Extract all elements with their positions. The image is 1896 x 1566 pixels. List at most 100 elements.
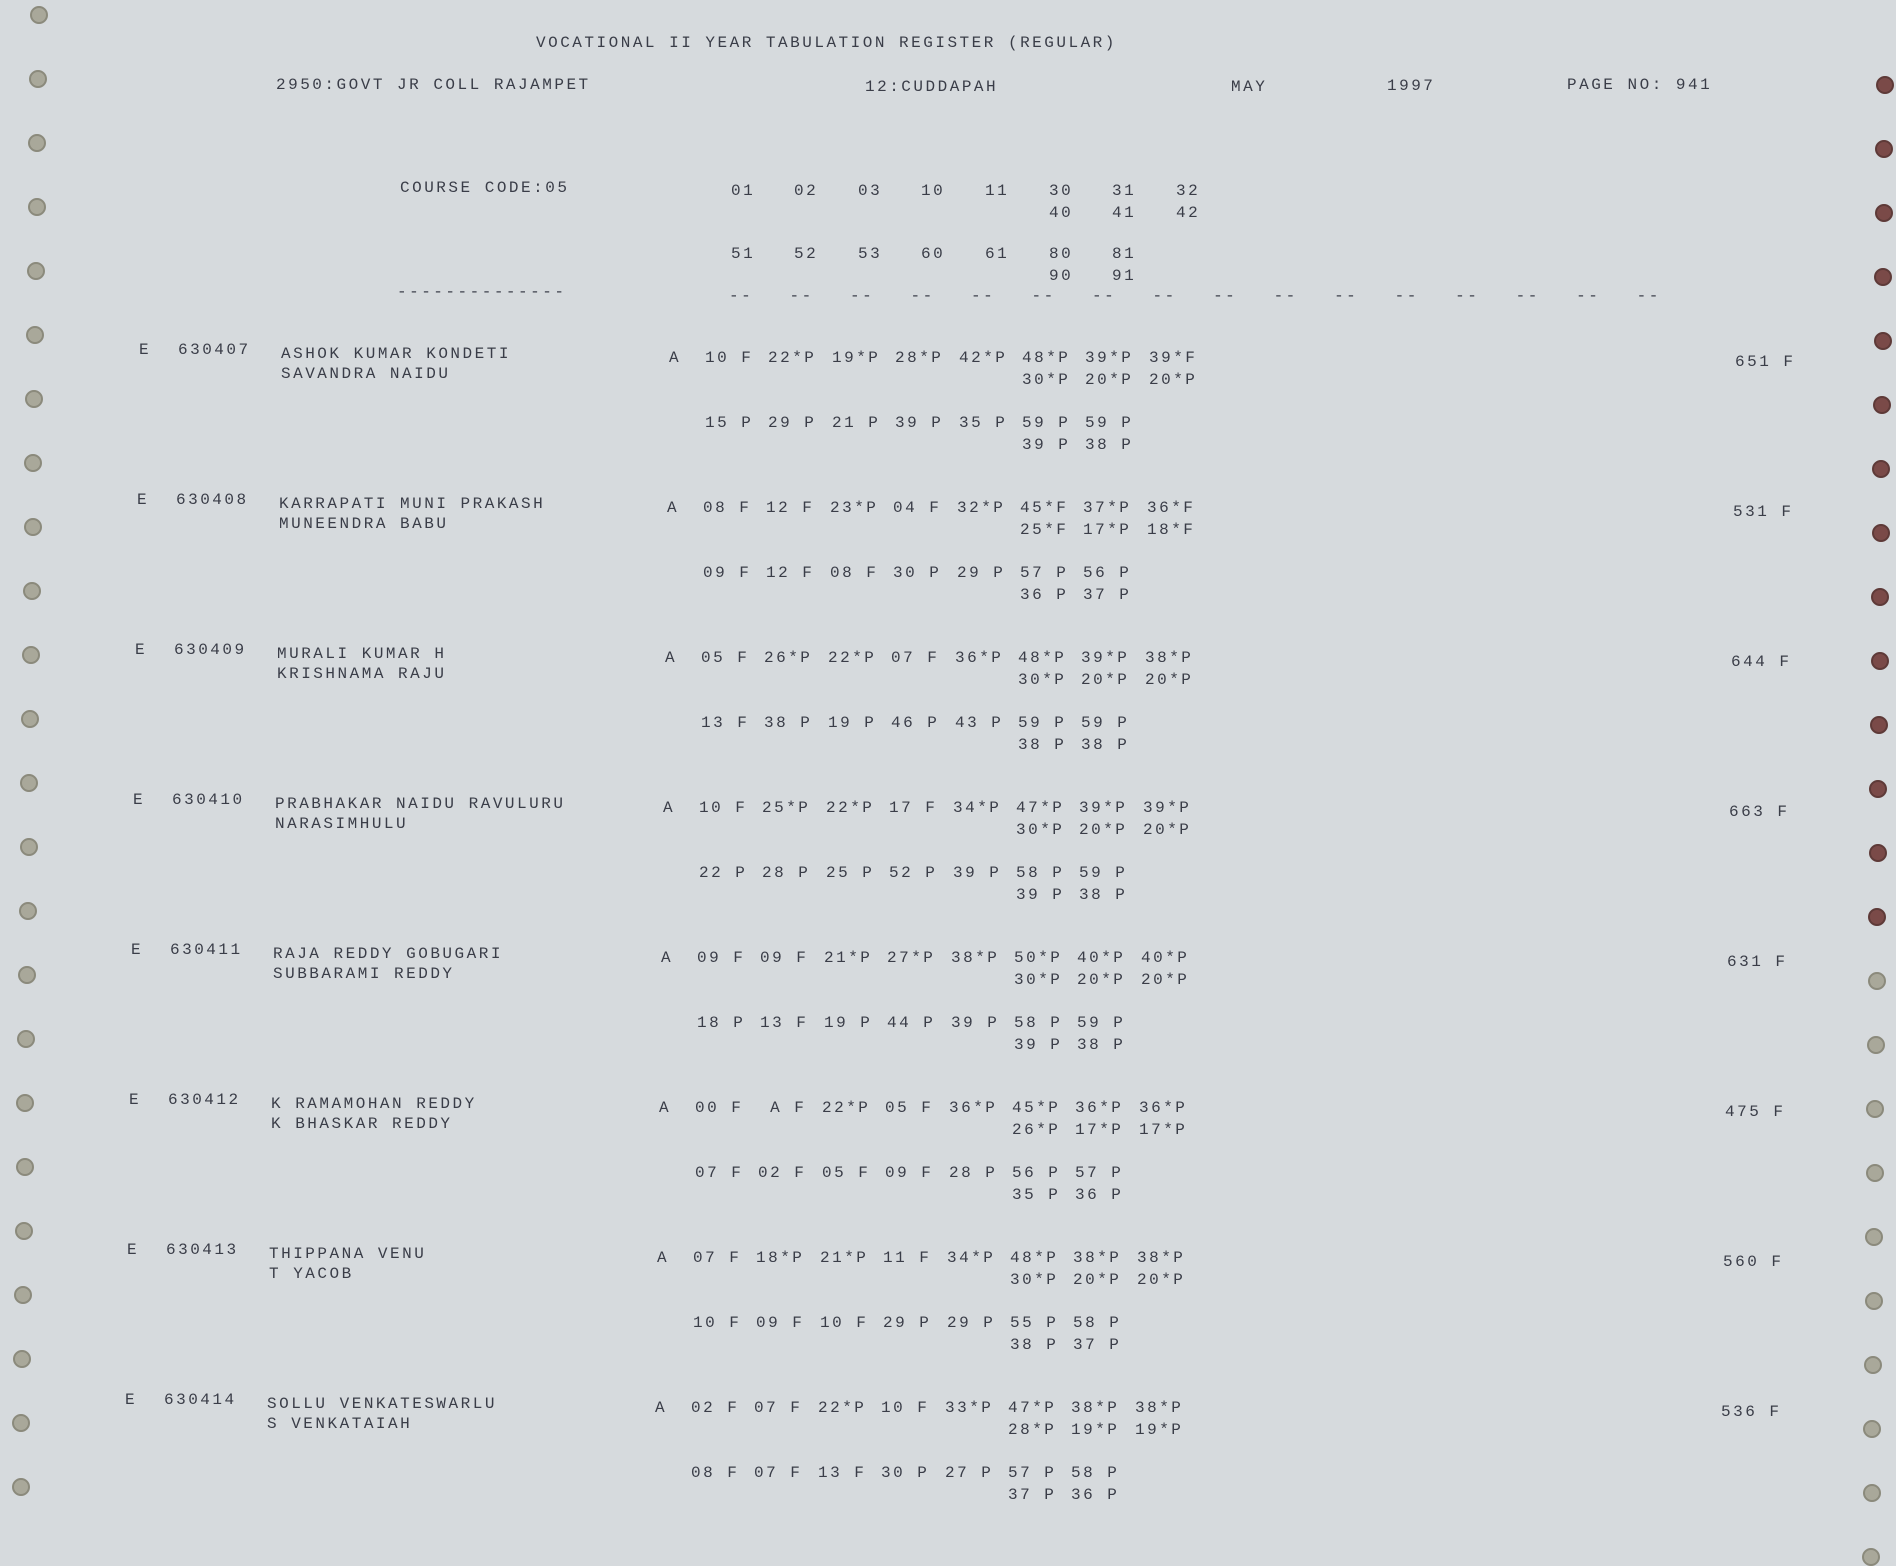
mark: 39 P	[1022, 436, 1071, 454]
subject-code: 53	[858, 245, 883, 263]
mark: 17*P	[1139, 1121, 1188, 1139]
mark: 09 F	[885, 1164, 934, 1182]
hole	[1869, 780, 1888, 798]
total: 663 F	[1729, 803, 1790, 821]
mark: 21*P	[820, 1249, 869, 1267]
mark: 39 P	[895, 414, 944, 432]
column-dashes: -- -- -- -- -- -- -- -- -- -- -- -- -- -…	[729, 287, 1661, 305]
mark: 58 P	[1073, 1314, 1122, 1332]
mark: 07 F	[891, 649, 940, 667]
subject-code: 41	[1112, 204, 1137, 222]
record-id: 630408	[176, 491, 249, 509]
hole	[1872, 460, 1891, 478]
mark: 59 P	[1085, 414, 1134, 432]
mark: 29 P	[947, 1314, 996, 1332]
hole	[1864, 1292, 1883, 1310]
mark: 48*P	[1010, 1249, 1059, 1267]
mark: 26*P	[764, 649, 813, 667]
total: 536 F	[1721, 1403, 1782, 1421]
mark: 22 P	[699, 864, 748, 882]
mark: 28*P	[895, 349, 944, 367]
mark: 59 P	[1077, 1014, 1126, 1032]
mark: 58 P	[1016, 864, 1065, 882]
subject-code: 40	[1049, 204, 1074, 222]
record-status: A	[665, 649, 678, 667]
mark: 59 P	[1079, 864, 1128, 882]
mark: 42*P	[959, 349, 1008, 367]
mark: 30 P	[893, 564, 942, 582]
mark: 22*P	[828, 649, 877, 667]
mark: 07 F	[754, 1399, 803, 1417]
mark: 40*P	[1141, 949, 1190, 967]
record-id: 630411	[170, 941, 243, 959]
mark: 30*P	[1022, 371, 1071, 389]
mark: 20*P	[1081, 671, 1130, 689]
mark: 08 F	[691, 1464, 740, 1482]
hole	[26, 326, 44, 344]
father-name: NARASIMHULU	[275, 815, 409, 833]
mark: 38 P	[1079, 886, 1128, 904]
hole	[1876, 76, 1894, 94]
mark: 29 P	[768, 414, 817, 432]
mark: 05 F	[822, 1164, 871, 1182]
mark: 20*P	[1143, 821, 1192, 839]
subject-code: 81	[1112, 245, 1137, 263]
mark: 52 P	[889, 864, 938, 882]
mark: 30*P	[1016, 821, 1065, 839]
hole	[14, 1286, 32, 1304]
mark: 17 F	[889, 799, 938, 817]
hole	[1871, 588, 1890, 606]
mark: 05 F	[885, 1099, 934, 1117]
mark: 39 P	[953, 864, 1002, 882]
subject-code: 02	[794, 182, 819, 200]
mark: 58 P	[1071, 1464, 1120, 1482]
record-id: 630409	[174, 641, 247, 659]
mark: 36*P	[955, 649, 1004, 667]
hole	[1874, 204, 1893, 222]
mark: 02 F	[758, 1164, 807, 1182]
separator: --------------	[397, 283, 567, 301]
mark: 25 P	[826, 864, 875, 882]
hole	[29, 70, 48, 88]
mark: 38*P	[951, 949, 1000, 967]
mark: 20*P	[1145, 671, 1194, 689]
hole	[26, 262, 45, 280]
mark: 48*P	[1018, 649, 1067, 667]
mark: 39 P	[951, 1014, 1000, 1032]
mark: 08 F	[703, 499, 752, 517]
total: 475 F	[1725, 1103, 1786, 1121]
hole	[1865, 1164, 1884, 1182]
mark: 20*P	[1079, 821, 1128, 839]
hole	[1871, 524, 1890, 542]
mark: 38*P	[1137, 1249, 1186, 1267]
total: 531 F	[1733, 503, 1794, 521]
father-name: SUBBARAMI REDDY	[273, 965, 455, 983]
father-name: S VENKATAIAH	[267, 1415, 413, 1433]
mark: 37 P	[1083, 586, 1132, 604]
mark: 20*P	[1141, 971, 1190, 989]
mark: 23*P	[830, 499, 879, 517]
student-name: THIPPANA VENU	[269, 1245, 427, 1263]
mark: 19*P	[1071, 1421, 1120, 1439]
mark: 34*P	[953, 799, 1002, 817]
hole	[18, 902, 37, 920]
record-status: A	[669, 349, 682, 367]
total: 644 F	[1731, 653, 1792, 671]
mark: 15 P	[705, 414, 754, 432]
mark: 45*P	[1012, 1099, 1061, 1117]
mark: 28*P	[1008, 1421, 1057, 1439]
hole	[22, 646, 40, 664]
subject-code: 60	[921, 245, 946, 263]
page: {"header": {"title": "VOCATIONAL II YEAR…	[11, 6, 1894, 1566]
record-status: A	[657, 1249, 670, 1267]
mark: 55 P	[1010, 1314, 1059, 1332]
mark: 07 F	[754, 1464, 803, 1482]
mark: 17*P	[1083, 521, 1132, 539]
mark: 20*P	[1137, 1271, 1186, 1289]
mark: 29 P	[883, 1314, 932, 1332]
mark: 36*P	[1075, 1099, 1124, 1117]
subject-code: 42	[1176, 204, 1201, 222]
mark: 13 F	[760, 1014, 809, 1032]
hole	[13, 1350, 32, 1368]
mark: 22*P	[768, 349, 817, 367]
